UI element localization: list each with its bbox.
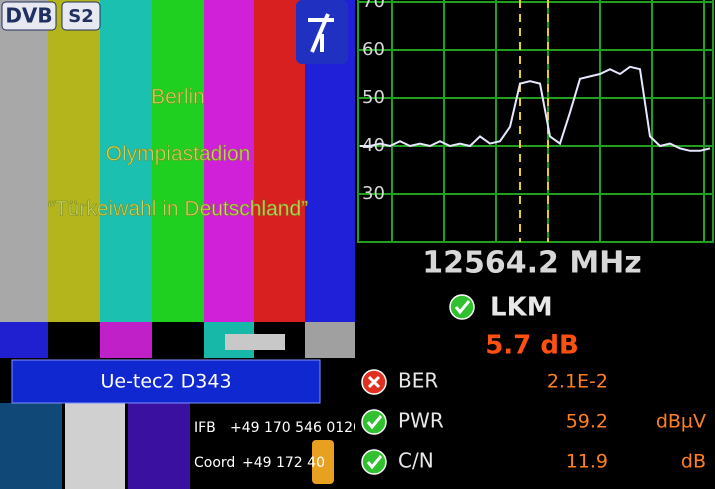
contact-number: +49 172 40 bbox=[242, 455, 325, 471]
lock-label: LKM bbox=[490, 293, 553, 323]
status-glyph bbox=[366, 455, 383, 470]
badge-right: S2 bbox=[68, 6, 94, 27]
overlay-text: “Türkeiwahl in Deutschland” bbox=[48, 198, 308, 221]
overlay-text: Berlin bbox=[151, 86, 205, 109]
channel-name: Ue-tec2 D343 bbox=[100, 371, 231, 393]
brand-logo bbox=[296, 0, 348, 64]
color-bars bbox=[0, 0, 355, 489]
measure-unit: dBµV bbox=[656, 411, 706, 433]
status-circle bbox=[361, 409, 387, 435]
contact-label: Coord bbox=[194, 455, 235, 471]
measure-value: 11.9 bbox=[566, 451, 608, 473]
measure-name: PWR bbox=[398, 409, 444, 433]
signal-level: 5.7 dB bbox=[485, 331, 579, 361]
y-tick-label: 50 bbox=[362, 87, 385, 108]
badge-left: DVB bbox=[5, 4, 52, 28]
measure-unit: dB bbox=[681, 451, 706, 473]
y-tick-label: 30 bbox=[362, 183, 385, 204]
spectrum-trace bbox=[360, 65, 711, 152]
measure-name: C/N bbox=[398, 449, 434, 473]
dvb-badge bbox=[1, 1, 101, 31]
measure-value: 59.2 bbox=[566, 411, 608, 433]
status-glyph bbox=[366, 415, 383, 430]
status-icon bbox=[449, 294, 475, 320]
measure-value: 2.1E-2 bbox=[547, 371, 608, 393]
overlay-text: Olympiastadion bbox=[106, 143, 251, 166]
frequency: 12564.2 MHz bbox=[422, 246, 642, 281]
status-circle bbox=[449, 294, 475, 320]
spectrum-frame bbox=[357, 0, 714, 243]
status-glyph bbox=[367, 375, 381, 389]
status-circle bbox=[361, 449, 387, 475]
contact-label: IFB bbox=[194, 420, 216, 436]
y-tick-label: 70 bbox=[362, 0, 385, 12]
measure-name: BER bbox=[398, 369, 438, 393]
y-tick-label: 60 bbox=[362, 39, 385, 60]
channel-box bbox=[11, 359, 321, 404]
status-glyph bbox=[454, 300, 471, 315]
contact-number: +49 170 546 0120 bbox=[230, 420, 362, 436]
measurements: BER 2.1E-2 PWR 59.2 dBµV C/N 11.9 dB bbox=[361, 369, 706, 475]
